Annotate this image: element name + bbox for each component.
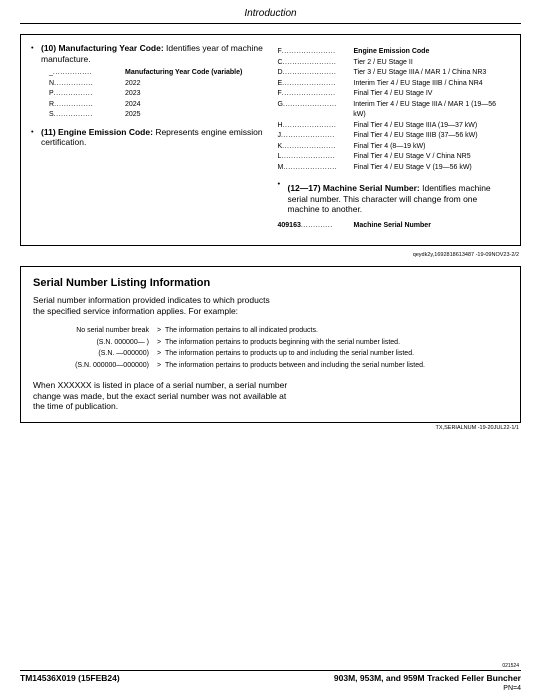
serial-note: When XXXXXX is listed in place of a seri…: [33, 380, 293, 412]
serial-example-label: Machine Serial Number: [348, 221, 431, 232]
section-10-title: (10) Manufacturing Year Code:: [41, 43, 164, 53]
section-10-heading: • (10) Manufacturing Year Code: Identifi…: [31, 43, 264, 64]
emission-row: D......................Tier 3 / EU Stage…: [278, 68, 511, 79]
footer-page-number: PN=4: [20, 683, 521, 692]
emission-row: F......................Final Tier 4 / EU…: [278, 89, 511, 100]
header-rule: [20, 23, 521, 24]
emission-row: C......................Tier 2 / EU Stage…: [278, 58, 511, 69]
year-row: P................ 2023: [49, 89, 264, 100]
emission-row: G......................Interim Tier 4 / …: [278, 100, 511, 121]
section-12-title: (12—17) Machine Serial Number:: [288, 183, 420, 193]
footer-sup: 021524: [20, 663, 521, 669]
footer-doc-id: TM14536X019 (15FEB24): [20, 673, 120, 683]
emission-table-header: Engine Emission Code: [348, 47, 430, 58]
left-column: • (10) Manufacturing Year Code: Identifi…: [31, 43, 264, 237]
serial-example-table: 409163............. Machine Serial Numbe…: [278, 221, 511, 232]
year-row: S................ 2025: [49, 110, 264, 121]
serial-listing-box: Serial Number Listing Information Serial…: [20, 266, 521, 423]
section-11-heading: • (11) Engine Emission Code: Represents …: [31, 127, 264, 148]
section-11-title: (11) Engine Emission Code:: [41, 127, 153, 137]
section-12-heading: • (12—17) Machine Serial Number: Identif…: [278, 179, 511, 215]
pattern-row: (S.N. —000000)> The information pertains…: [33, 348, 508, 360]
emission-row: J......................Final Tier 4 / EU…: [278, 131, 511, 142]
emission-row: K......................Final Tier 4 (8—1…: [278, 142, 511, 153]
box1-doc-code: qeydk2y,1692818613487 -19-09NOV23-2/2: [0, 252, 519, 258]
year-row: N................ 2022: [49, 79, 264, 90]
serial-title: Serial Number Listing Information: [33, 277, 508, 289]
year-code-table: _................ Manufacturing Year Cod…: [49, 68, 264, 121]
serial-pattern-table: No serial number break> The information …: [33, 325, 508, 373]
definitions-box: • (10) Manufacturing Year Code: Identifi…: [20, 34, 521, 246]
pattern-row: (S.N. 000000—000000)> The information pe…: [33, 360, 508, 372]
pattern-row: No serial number break> The information …: [33, 325, 508, 337]
footer-product: 903M, 953M, and 959M Tracked Feller Bunc…: [334, 673, 521, 683]
page-section-title: Introduction: [0, 0, 541, 23]
page-footer: 021524 TM14536X019 (15FEB24) 903M, 953M,…: [0, 663, 541, 700]
pattern-row: (S.N. 000000— )> The information pertain…: [33, 337, 508, 349]
emission-row: H......................Final Tier 4 / EU…: [278, 121, 511, 132]
emission-row: L......................Final Tier 4 / EU…: [278, 152, 511, 163]
year-table-header: Manufacturing Year Code (variable): [119, 68, 242, 79]
year-row: R................ 2024: [49, 100, 264, 111]
emission-code-table: F...................... Engine Emission …: [278, 47, 511, 173]
serial-intro: Serial number information provided indic…: [33, 295, 283, 316]
emission-row: M......................Final Tier 4 / EU…: [278, 163, 511, 174]
emission-row: E......................Interim Tier 4 / …: [278, 79, 511, 90]
box2-doc-code: TX,SERIALNUM -19-20JUL22-1/1: [0, 425, 519, 431]
right-column: F...................... Engine Emission …: [278, 43, 511, 237]
